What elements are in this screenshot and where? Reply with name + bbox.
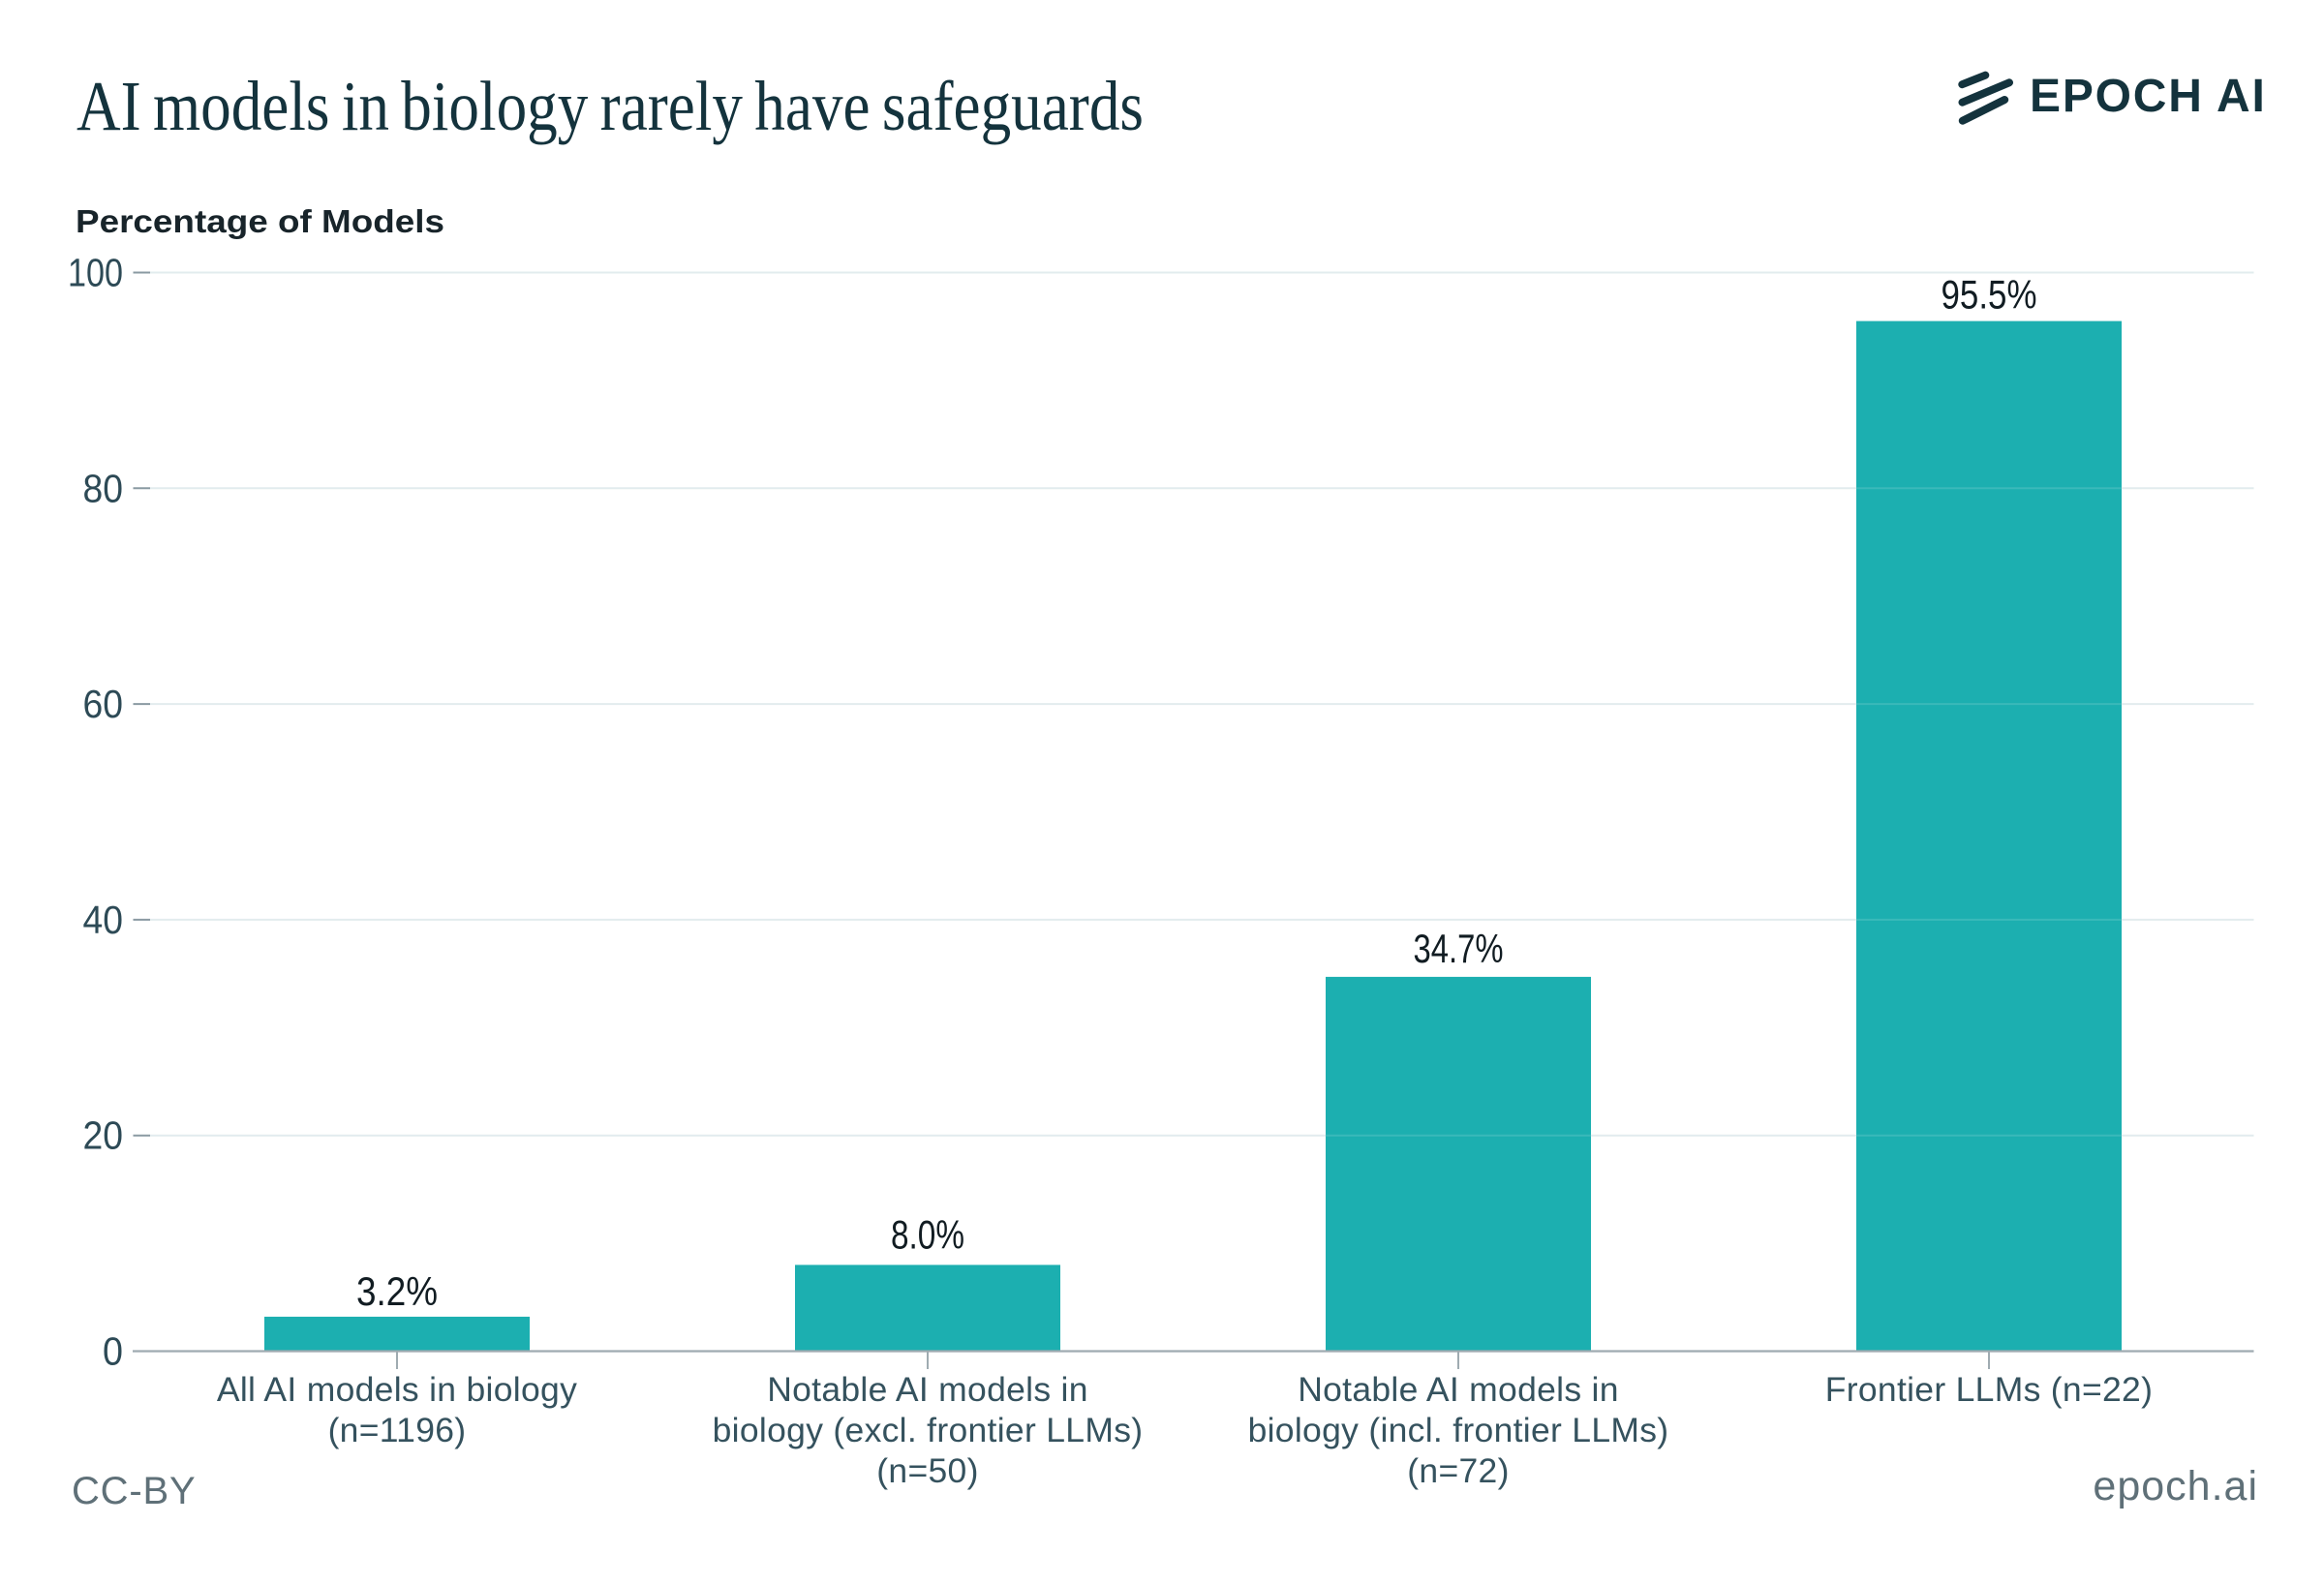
svg-text:20: 20 [83, 1113, 124, 1158]
svg-text:biology (excl. frontier LLMs): biology (excl. frontier LLMs) [713, 1411, 1144, 1449]
svg-text:(n=1196): (n=1196) [328, 1411, 467, 1449]
svg-text:Frontier LLMs (n=22): Frontier LLMs (n=22) [1825, 1370, 2153, 1409]
svg-text:All AI models in biology: All AI models in biology [217, 1370, 577, 1409]
svg-text:80: 80 [83, 466, 124, 510]
svg-text:epoch.ai: epoch.ai [2093, 1463, 2258, 1509]
svg-text:Notable AI models in: Notable AI models in [767, 1370, 1088, 1409]
svg-text:EPOCH AI: EPOCH AI [2030, 71, 2267, 122]
svg-text:(n=50): (n=50) [876, 1451, 978, 1490]
svg-text:100: 100 [68, 251, 123, 295]
svg-text:AI models in biology rarely ha: AI models in biology rarely have safegua… [76, 67, 1144, 145]
svg-text:60: 60 [83, 682, 124, 726]
svg-text:3.2%: 3.2% [356, 1268, 438, 1314]
svg-text:Percentage of Models: Percentage of Models [76, 203, 444, 239]
svg-text:95.5%: 95.5% [1942, 272, 2037, 318]
svg-text:Notable AI models in: Notable AI models in [1298, 1370, 1619, 1409]
svg-text:8.0%: 8.0% [891, 1212, 964, 1258]
svg-text:CC-BY: CC-BY [72, 1470, 196, 1512]
svg-text:0: 0 [103, 1329, 123, 1374]
svg-text:(n=72): (n=72) [1407, 1451, 1509, 1490]
svg-text:40: 40 [83, 898, 124, 942]
svg-text:34.7%: 34.7% [1414, 926, 1504, 971]
svg-text:biology (incl. frontier LLMs): biology (incl. frontier LLMs) [1248, 1411, 1669, 1449]
